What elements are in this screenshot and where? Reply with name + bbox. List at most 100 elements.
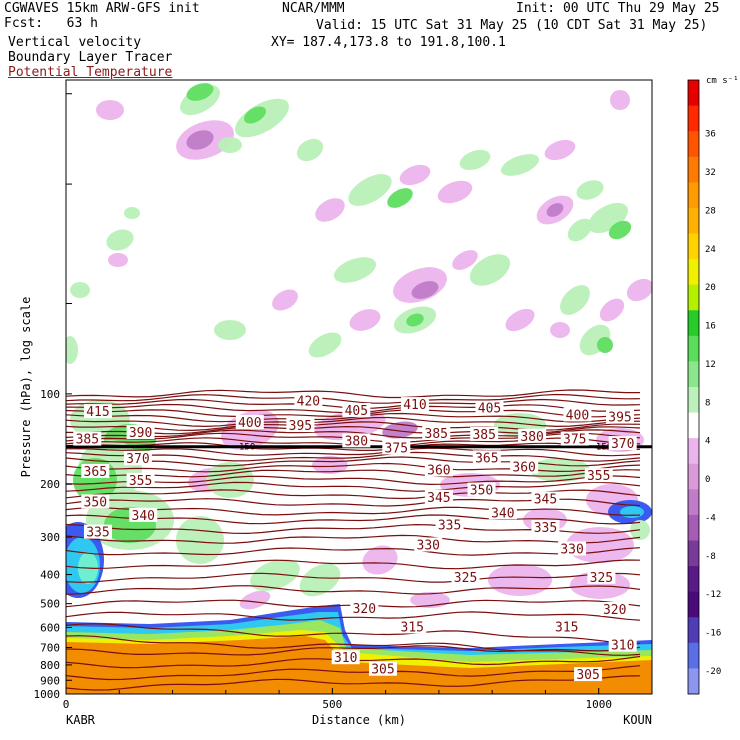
y-tick-label: 600	[40, 621, 60, 634]
colorbar-tick-label: 20	[705, 283, 716, 293]
theta-label: 310	[611, 639, 634, 654]
y-tick-label: 100	[40, 388, 60, 401]
theta-label: 415	[86, 405, 109, 420]
colorbar-tick-label: 0	[705, 475, 710, 485]
theta-label-bg	[574, 667, 603, 682]
theta-label-bg	[129, 507, 158, 522]
theta-label: 340	[491, 506, 514, 521]
colorbar-cell	[688, 566, 699, 593]
velocity-patch	[626, 278, 652, 302]
velocity-patch	[312, 456, 348, 474]
velocity-patch	[349, 309, 381, 331]
theta-contour-line	[66, 675, 641, 691]
theta-label-bg	[126, 472, 155, 487]
colorbar-tick-label: 12	[705, 360, 716, 370]
theta-contour-line	[66, 559, 641, 570]
theta-label-bg	[435, 517, 464, 532]
theta-label: 400	[566, 408, 589, 423]
theta-label: 420	[297, 394, 320, 409]
velocity-patch	[576, 180, 604, 200]
colorbar-cell	[688, 259, 699, 286]
theta-label: 365	[475, 451, 498, 466]
velocity-patch	[469, 254, 511, 286]
theta-label-bg	[73, 431, 102, 446]
velocity-patch	[437, 180, 473, 204]
theta-label-bg	[342, 402, 371, 417]
theta-label-bg	[552, 619, 581, 634]
theta-label-bg	[400, 397, 429, 412]
velocity-patch	[96, 100, 124, 120]
tracer-core	[66, 636, 652, 694]
colorbar-cell	[688, 80, 699, 107]
theta-label: 335	[86, 526, 109, 541]
theta-label-bg	[587, 569, 616, 584]
theta-label: 335	[438, 519, 461, 534]
theta-label: 345	[427, 491, 450, 506]
downdraft-patch	[620, 506, 644, 518]
velocity-patch	[186, 83, 214, 101]
theta-label-bg	[470, 426, 499, 441]
theta-contour-line	[66, 389, 640, 399]
theta-label: 375	[563, 433, 586, 448]
theta-contour-line	[66, 547, 641, 556]
velocity-patch	[315, 198, 345, 222]
theta-label: 345	[534, 493, 557, 508]
theta-label: 350	[84, 495, 107, 510]
forecast-hour: Fcst: 63 h	[4, 16, 98, 31]
theta-contour-line	[66, 611, 641, 621]
colorbar-cell	[688, 131, 699, 158]
theta-label: 305	[371, 663, 394, 678]
theta-label: 355	[129, 474, 152, 489]
theta-label: 390	[129, 426, 152, 441]
theta-label-bg	[83, 524, 112, 539]
theta-label: 385	[472, 428, 495, 443]
cross-section-endpoints: XY= 187.4,173.8 to 191.8,100.1	[271, 35, 506, 50]
theta-label-bg	[81, 494, 110, 509]
theta-label-bg	[331, 650, 360, 665]
velocity-patch	[108, 253, 128, 267]
y-tick-label: 1000	[34, 688, 61, 701]
colorbar-tick-label: -16	[705, 629, 721, 639]
y-tick-label: 400	[40, 569, 60, 582]
theta-label: 335	[534, 521, 557, 536]
theta-label: 325	[454, 571, 477, 586]
theta-label: 320	[353, 602, 376, 617]
theta-label-bg	[294, 393, 323, 408]
theta-label-bg	[126, 424, 155, 439]
velocity-patch	[250, 559, 300, 591]
theta-label: 325	[590, 571, 613, 586]
valid-time: Valid: 15 UTC Sat 31 May 25 (10 CDT Sat …	[316, 18, 708, 33]
y-tick-label: 500	[40, 598, 60, 611]
plot-frame	[65, 79, 653, 695]
theta-label: 395	[289, 419, 312, 434]
velocity-patch	[567, 218, 593, 242]
theta-contour-line	[66, 514, 641, 525]
theta-label-bg	[608, 637, 637, 652]
colorbar-cell	[688, 489, 699, 516]
theta-contour-line	[66, 623, 641, 645]
velocity-patch	[387, 188, 413, 208]
colorbar: 36 32 28 24 20 16 12 8 4 0 -4 -8 -12 -16 -20	[687, 79, 721, 695]
colorbar-cell	[688, 591, 699, 618]
theta-contour-line	[66, 645, 641, 656]
y-tick-label: 700	[40, 642, 60, 655]
field-potential-temperature: Potential Temperature	[8, 65, 173, 80]
velocity-patch	[608, 220, 632, 240]
theta-contour-line	[66, 585, 641, 595]
y-tick-label: 800	[40, 659, 60, 672]
theta-label: 330	[417, 538, 440, 553]
theta-label: 350	[470, 484, 493, 499]
velocity-patch	[546, 203, 564, 217]
velocity-patch	[610, 90, 630, 110]
theta-label: 380	[520, 430, 543, 445]
velocity-patch	[272, 289, 298, 311]
velocity-patch	[550, 322, 570, 338]
theta-label: 395	[608, 411, 631, 426]
theta-label: 385	[76, 433, 99, 448]
colorbar-frame	[687, 79, 700, 695]
theta-label: 405	[345, 404, 368, 419]
velocity-patch	[124, 207, 140, 219]
theta-label-bg	[398, 619, 427, 634]
